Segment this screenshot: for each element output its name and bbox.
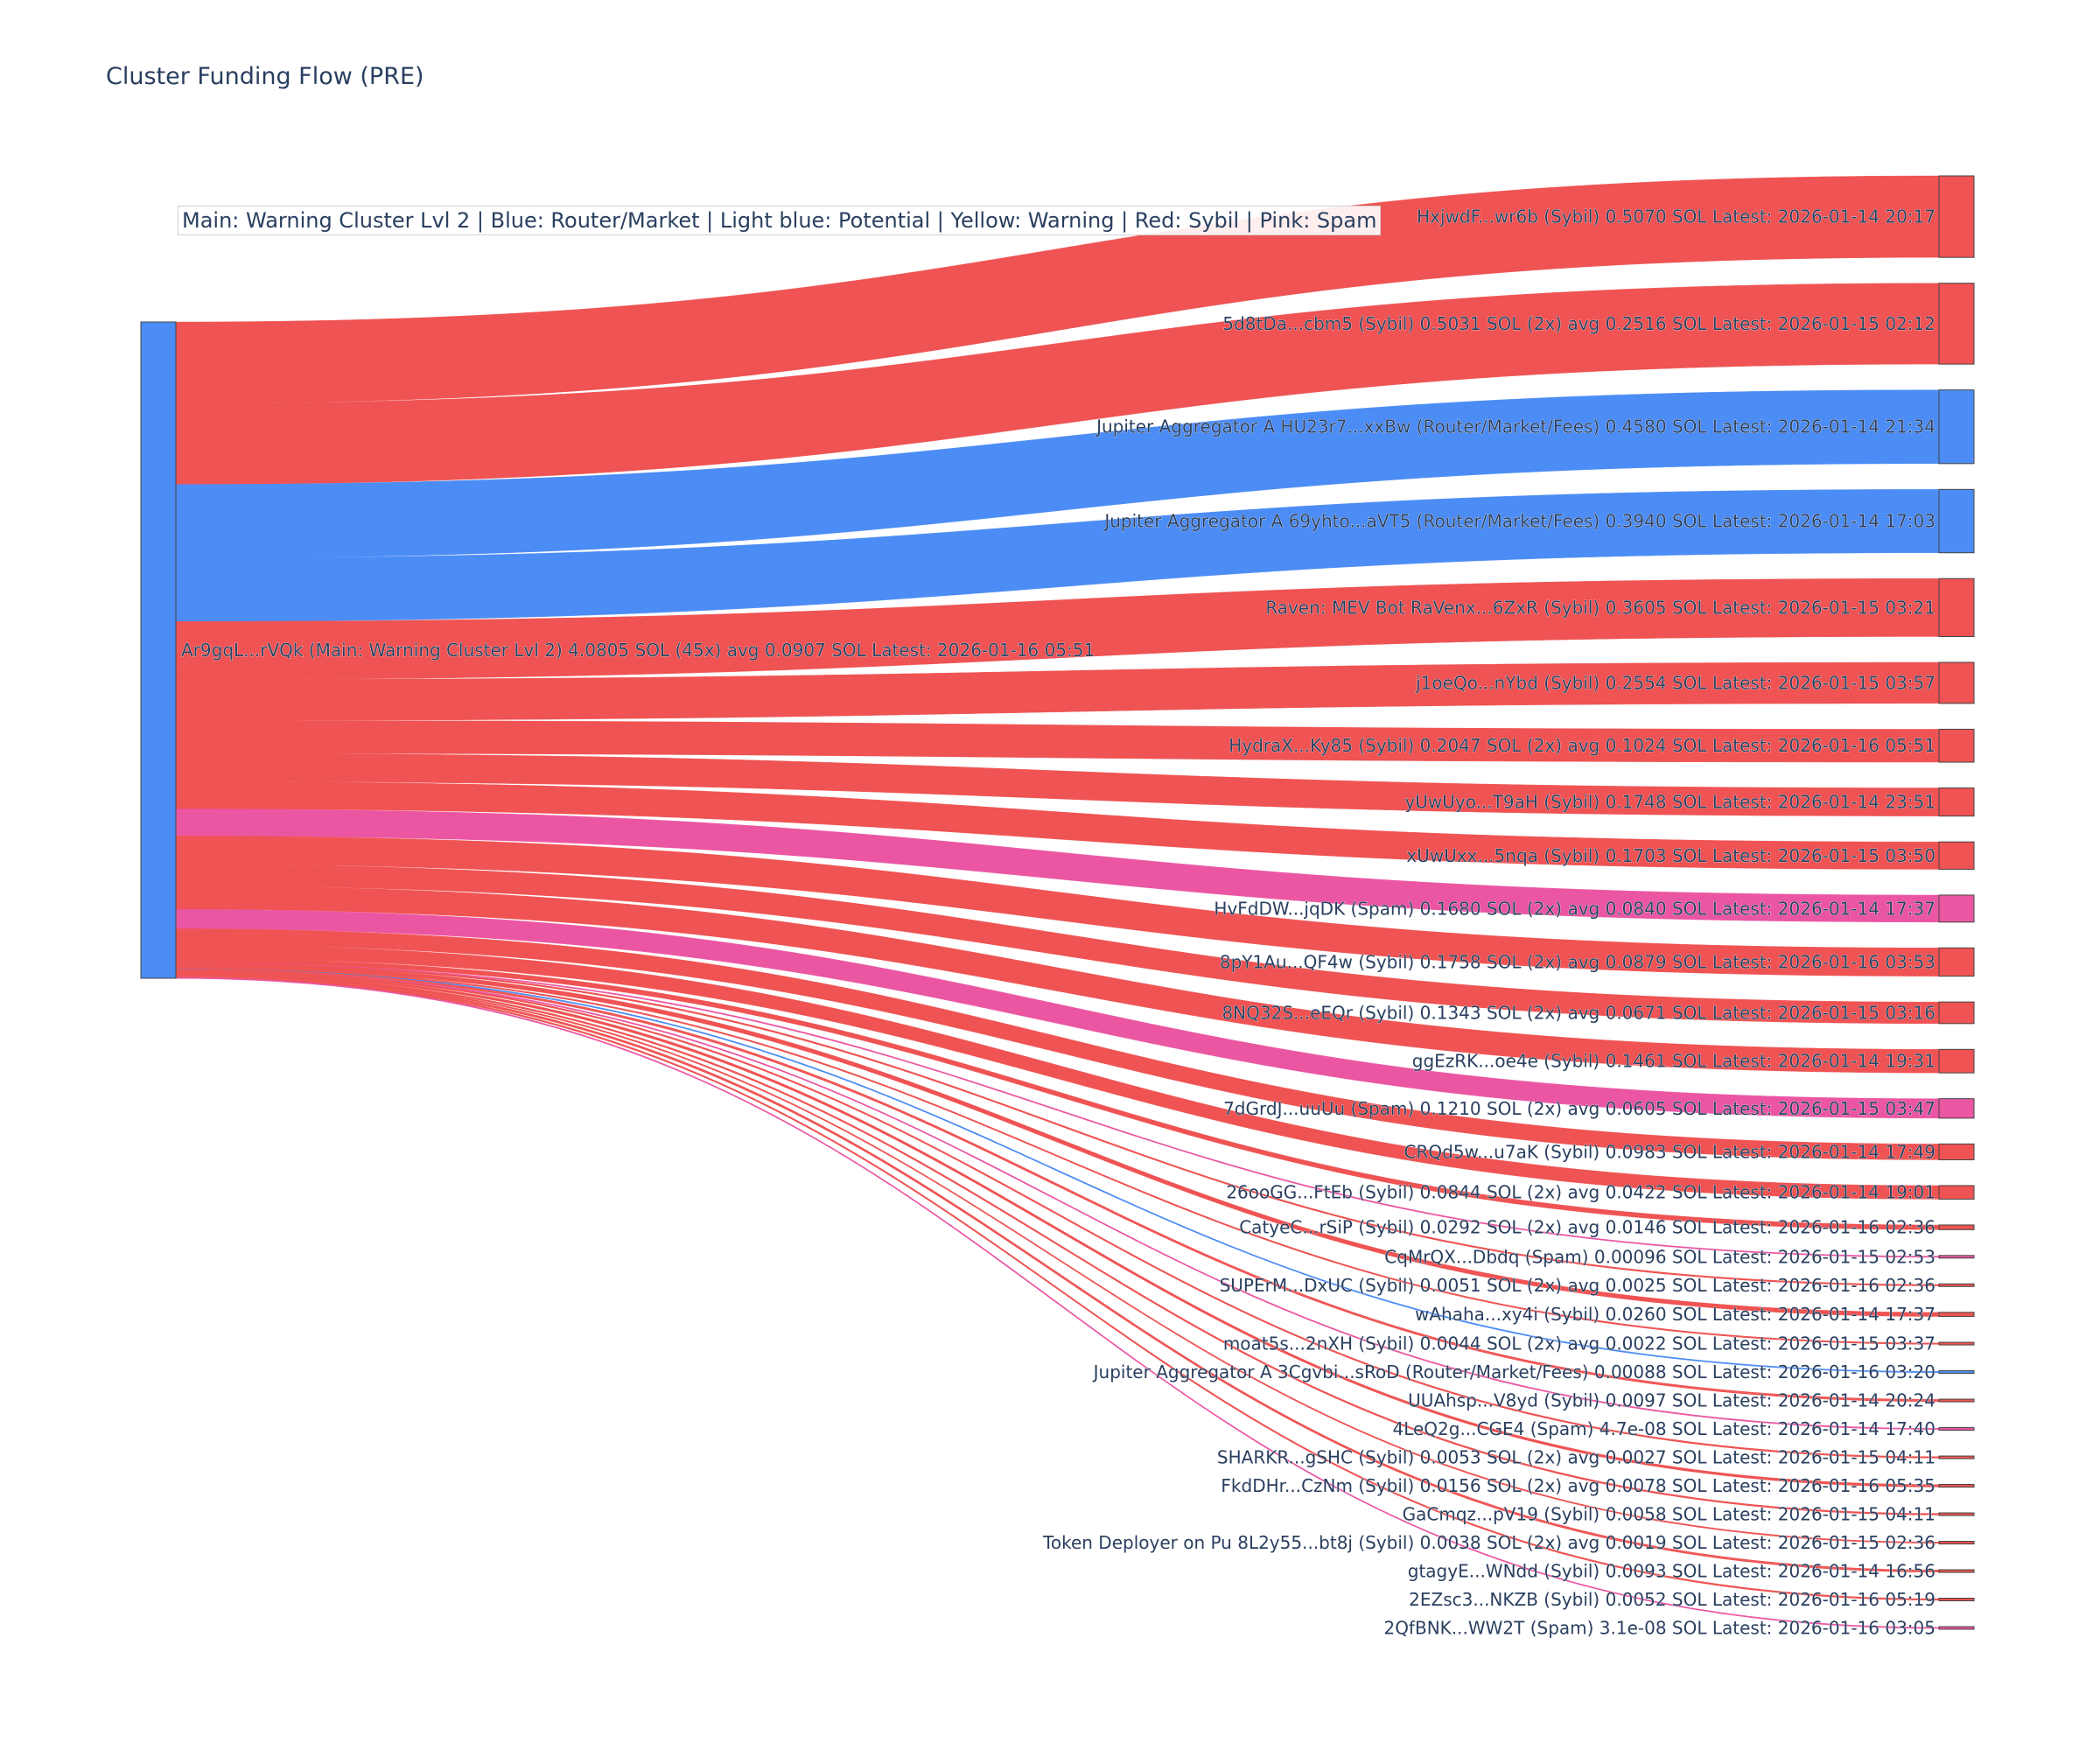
target-node-27[interactable] [1938,1512,1975,1516]
target-node-label-2: 5d8tDa...cbm5 (Sybil) 0.5031 SOL (2x) av… [1222,313,1936,334]
target-node-24[interactable] [1938,1427,1975,1432]
target-node-19[interactable] [1938,1283,1975,1287]
target-node-1[interactable] [1938,175,1975,258]
target-node-label-26: FkdDHr...CzNm (Sybil) 0.0156 SOL (2x) av… [1221,1475,1936,1496]
target-node-label-3: Jupiter Aggregator A HU23r7...xxBw (Rout… [1095,416,1936,438]
target-node-label-20: wAhaha...xy4i (Sybil) 0.0260 SOL Latest:… [1415,1304,1936,1325]
target-node-5[interactable] [1938,578,1975,637]
target-node-3[interactable] [1938,389,1975,465]
target-node-23[interactable] [1938,1398,1975,1403]
target-node-label-28: Token Deployer on Pu 8L2y55...bt8j (Sybi… [1042,1532,1936,1553]
target-node-26[interactable] [1938,1484,1975,1488]
target-node-label-22: Jupiter Aggregator A 3Cgvbi...sRoD (Rout… [1092,1362,1936,1382]
target-node-label-10: HvFdDW...jqDK (Spam) 0.1680 SOL (2x) avg… [1214,898,1936,919]
target-node-29[interactable] [1938,1569,1975,1573]
target-node-label-25: SHARKR...gSHC (Sybil) 0.0053 SOL (2x) av… [1217,1447,1936,1468]
target-node-label-5: Raven: MEV Bot RaVenx...6ZxR (Sybil) 0.3… [1265,597,1936,618]
target-node-label-16: 26ooGG...FtEb (Sybil) 0.0844 SOL (2x) av… [1226,1182,1936,1203]
target-node-label-24: 4LeQ2g...CGE4 (Spam) 4.7e-08 SOL Latest:… [1392,1418,1936,1439]
target-node-label-31: 2QfBNK...WW2T (Spam) 3.1e-08 SOL Latest:… [1383,1618,1936,1639]
target-node-9[interactable] [1938,841,1975,870]
target-node-label-7: HydraX...Ky85 (Sybil) 0.2047 SOL (2x) av… [1228,735,1936,756]
target-node-20[interactable] [1938,1312,1975,1318]
sankey-nodes [140,175,1975,1630]
target-node-16[interactable] [1938,1185,1975,1200]
target-node-label-4: Jupiter Aggregator A 69yhto...aVT5 (Rout… [1102,511,1936,532]
target-node-10[interactable] [1938,894,1975,923]
target-node-label-12: 8NQ32S...eEQr (Sybil) 0.1343 SOL (2x) av… [1222,1002,1936,1023]
sankey-links [175,175,1940,1629]
target-node-label-21: moat5s...2nXH (Sybil) 0.0044 SOL (2x) av… [1223,1334,1936,1354]
target-node-2[interactable] [1938,283,1975,365]
target-node-11[interactable] [1938,947,1975,977]
source-node-label: Ar9gqL...rVQk (Main: Warning Cluster Lvl… [181,640,1095,661]
target-node-label-17: CatyeC...rSiP (Sybil) 0.0292 SOL (2x) av… [1239,1217,1936,1238]
target-node-label-9: xUwUxx...5nqa (Sybil) 0.1703 SOL Latest:… [1406,845,1936,866]
target-node-label-6: j1oeQo...nYbd (Sybil) 0.2554 SOL Latest:… [1415,672,1936,693]
target-node-15[interactable] [1938,1143,1975,1160]
target-node-label-15: CRQd5w...u7aK (Sybil) 0.0983 SOL Latest:… [1404,1141,1936,1162]
target-node-label-23: UUAhsp...V8yd (Sybil) 0.0097 SOL Latest:… [1408,1390,1936,1411]
target-node-4[interactable] [1938,488,1975,554]
target-node-22[interactable] [1938,1370,1975,1375]
target-node-label-13: ggEzRK...oe4e (Sybil) 0.1461 SOL Latest:… [1412,1051,1936,1072]
target-node-8[interactable] [1938,788,1975,817]
target-node-label-27: GaCmqz...pV19 (Sybil) 0.0058 SOL Latest:… [1403,1504,1936,1525]
target-node-label-14: 7dGrdJ...uuUu (Spam) 0.1210 SOL (2x) avg… [1223,1098,1936,1119]
target-node-7[interactable] [1938,728,1975,763]
target-node-28[interactable] [1938,1541,1975,1545]
target-node-label-30: 2EZsc3...NKZB (Sybil) 0.0052 SOL Latest:… [1409,1589,1936,1610]
target-node-14[interactable] [1938,1098,1975,1119]
category-legend-annotation: Main: Warning Cluster Lvl 2 | Blue: Rout… [178,206,1382,235]
target-node-label-29: gtagyE...WNdd (Sybil) 0.0093 SOL Latest:… [1408,1561,1936,1582]
target-node-label-11: 8pY1Au...QF4w (Sybil) 0.1758 SOL (2x) av… [1220,951,1936,972]
sankey-labels: HxjwdF...wr6b (Sybil) 0.5070 SOL Latest:… [181,206,1936,1639]
target-node-label-18: CqMrQX...Dbdq (Spam) 0.00096 SOL Latest:… [1384,1246,1936,1267]
target-node-30[interactable] [1938,1598,1975,1602]
target-node-label-19: SUPErM...DxUC (Sybil) 0.0051 SOL (2x) av… [1220,1275,1936,1296]
source-node[interactable] [140,321,177,979]
target-node-21[interactable] [1938,1341,1975,1346]
target-node-17[interactable] [1938,1224,1975,1230]
chart-title: Cluster Funding Flow (PRE) [106,63,424,90]
target-node-25[interactable] [1938,1455,1975,1460]
target-node-6[interactable] [1938,662,1975,704]
target-node-18[interactable] [1938,1255,1975,1259]
target-node-12[interactable] [1938,1001,1975,1025]
target-node-label-1: HxjwdF...wr6b (Sybil) 0.5070 SOL Latest:… [1417,206,1936,228]
target-node-label-8: yUwUyo...T9aH (Sybil) 0.1748 SOL Latest:… [1404,792,1936,813]
target-node-13[interactable] [1938,1048,1975,1074]
target-node-31[interactable] [1938,1626,1975,1630]
